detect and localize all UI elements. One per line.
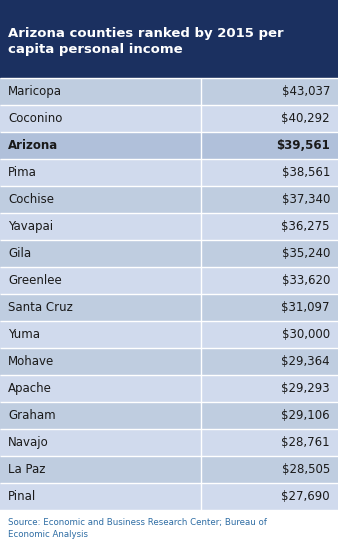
- Text: $27,690: $27,690: [281, 490, 330, 503]
- Text: $37,340: $37,340: [282, 193, 330, 206]
- Bar: [0, 267, 338, 294]
- Text: Source: Economic and Business Research Center; Bureau of
Economic Analysis: Source: Economic and Business Research C…: [8, 518, 267, 539]
- Bar: [0, 429, 338, 456]
- Bar: [0, 348, 338, 375]
- Text: Yuma: Yuma: [8, 328, 40, 341]
- Bar: [0, 132, 338, 159]
- Bar: [0, 240, 338, 267]
- Text: $28,761: $28,761: [281, 436, 330, 449]
- Bar: [0, 321, 338, 348]
- Text: $29,293: $29,293: [281, 382, 330, 395]
- Text: $36,275: $36,275: [282, 220, 330, 233]
- Bar: [0, 105, 338, 132]
- Text: Coconino: Coconino: [8, 112, 63, 125]
- Text: Cochise: Cochise: [8, 193, 54, 206]
- Text: Pima: Pima: [8, 166, 37, 179]
- Text: Arizona counties ranked by 2015 per: Arizona counties ranked by 2015 per: [8, 28, 284, 41]
- Text: $40,292: $40,292: [281, 112, 330, 125]
- Text: Mohave: Mohave: [8, 355, 54, 368]
- Bar: [0, 456, 338, 483]
- Text: $31,097: $31,097: [282, 301, 330, 314]
- Text: capita personal income: capita personal income: [8, 43, 183, 57]
- Text: $30,000: $30,000: [282, 328, 330, 341]
- Bar: [0, 402, 338, 429]
- Text: La Paz: La Paz: [8, 463, 46, 476]
- Text: Maricopa: Maricopa: [8, 85, 62, 98]
- Bar: [0, 213, 338, 240]
- Text: $38,561: $38,561: [282, 166, 330, 179]
- Text: Greenlee: Greenlee: [8, 274, 62, 287]
- Text: $29,364: $29,364: [281, 355, 330, 368]
- Text: $28,505: $28,505: [282, 463, 330, 476]
- Bar: [0, 294, 338, 321]
- Bar: [0, 78, 338, 105]
- Bar: [0, 483, 338, 510]
- Text: $35,240: $35,240: [282, 247, 330, 260]
- Text: Pinal: Pinal: [8, 490, 36, 503]
- Text: Santa Cruz: Santa Cruz: [8, 301, 73, 314]
- Bar: [0, 0, 338, 78]
- Text: Gila: Gila: [8, 247, 31, 260]
- Bar: [0, 186, 338, 213]
- Text: $33,620: $33,620: [282, 274, 330, 287]
- Text: $43,037: $43,037: [282, 85, 330, 98]
- Text: Yavapai: Yavapai: [8, 220, 53, 233]
- Text: Arizona: Arizona: [8, 139, 58, 152]
- Text: Navajo: Navajo: [8, 436, 49, 449]
- Text: $29,106: $29,106: [281, 409, 330, 422]
- Text: $39,561: $39,561: [276, 139, 330, 152]
- Bar: [0, 375, 338, 402]
- Text: Graham: Graham: [8, 409, 56, 422]
- Bar: [0, 159, 338, 186]
- Text: Apache: Apache: [8, 382, 52, 395]
